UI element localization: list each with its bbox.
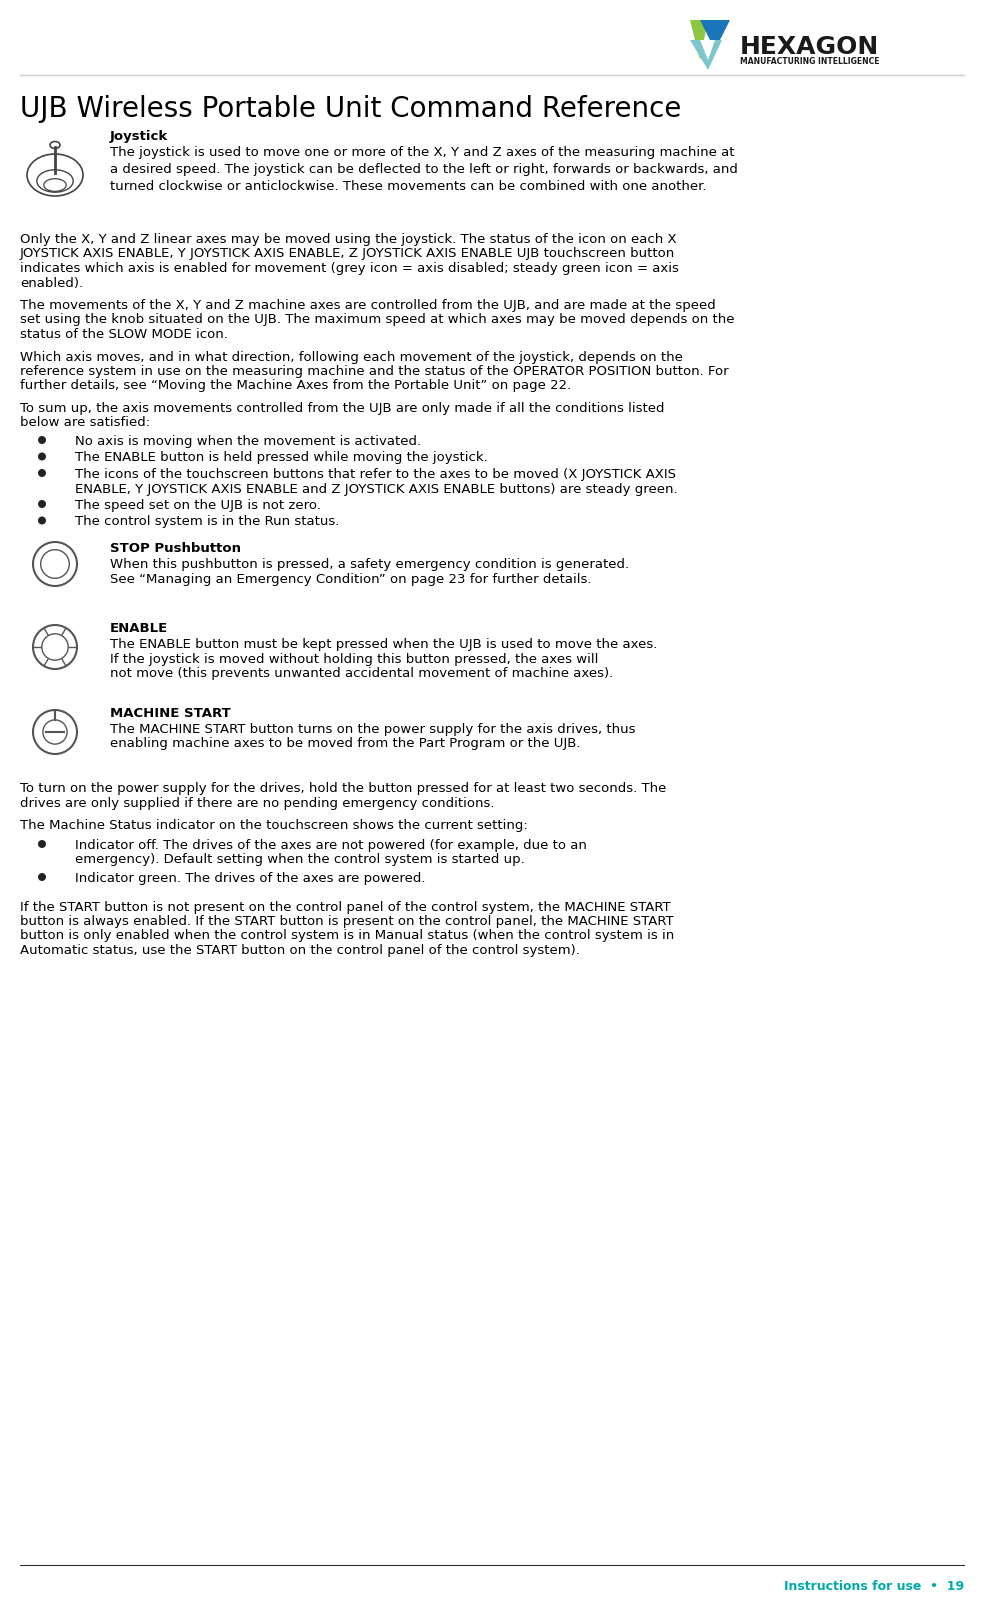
Circle shape [38,500,46,508]
Polygon shape [700,40,715,59]
Text: If the START button is not present on the control panel of the control system, t: If the START button is not present on th… [20,900,671,913]
Text: The ENABLE button is held pressed while moving the joystick.: The ENABLE button is held pressed while … [75,452,488,465]
Text: Automatic status, use the START button on the control panel of the control syste: Automatic status, use the START button o… [20,944,580,956]
Text: ENABLE: ENABLE [110,622,168,634]
Text: Instructions for use  •  19: Instructions for use • 19 [784,1580,964,1592]
Text: Joystick: Joystick [110,130,168,143]
Text: Which axis moves, and in what direction, following each movement of the joystick: Which axis moves, and in what direction,… [20,351,683,364]
Text: HEXAGON: HEXAGON [740,35,880,59]
Text: set using the knob situated on the UJB. The maximum speed at which axes may be m: set using the knob situated on the UJB. … [20,314,734,327]
Circle shape [38,873,46,881]
Polygon shape [690,40,722,70]
Text: Indicator off. The drives of the axes are not powered (for example, due to an: Indicator off. The drives of the axes ar… [75,839,586,852]
Text: drives are only supplied if there are no pending emergency conditions.: drives are only supplied if there are no… [20,796,495,809]
Text: further details, see “Moving the Machine Axes from the Portable Unit” on page 22: further details, see “Moving the Machine… [20,380,572,392]
Text: STOP Pushbutton: STOP Pushbutton [110,541,241,554]
Text: See “Managing an Emergency Condition” on page 23 for further details.: See “Managing an Emergency Condition” on… [110,572,591,585]
Text: MANUFACTURING INTELLIGENCE: MANUFACTURING INTELLIGENCE [740,58,880,66]
Text: Only the X, Y and Z linear axes may be moved using the joystick. The status of t: Only the X, Y and Z linear axes may be m… [20,232,677,247]
Text: reference system in use on the measuring machine and the status of the OPERATOR : reference system in use on the measuring… [20,365,728,378]
Circle shape [38,839,46,847]
Text: JOYSTICK AXIS ENABLE, Y JOYSTICK AXIS ENABLE, Z JOYSTICK AXIS ENABLE UJB touchsc: JOYSTICK AXIS ENABLE, Y JOYSTICK AXIS EN… [20,247,675,261]
Polygon shape [690,19,708,59]
Text: To turn on the power supply for the drives, hold the button pressed for at least: To turn on the power supply for the driv… [20,782,666,795]
Circle shape [38,469,46,477]
Text: The MACHINE START button turns on the power supply for the axis drives, thus: The MACHINE START button turns on the po… [110,723,636,735]
Text: When this pushbutton is pressed, a safety emergency condition is generated.: When this pushbutton is pressed, a safet… [110,557,629,570]
Text: ENABLE, Y JOYSTICK AXIS ENABLE and Z JOYSTICK AXIS ENABLE buttons) are steady gr: ENABLE, Y JOYSTICK AXIS ENABLE and Z JOY… [75,482,678,495]
Text: enabling machine axes to be moved from the Part Program or the UJB.: enabling machine axes to be moved from t… [110,737,581,750]
Text: Indicator green. The drives of the axes are powered.: Indicator green. The drives of the axes … [75,871,425,884]
Text: button is only enabled when the control system is in Manual status (when the con: button is only enabled when the control … [20,929,674,942]
Text: UJB Wireless Portable Unit Command Reference: UJB Wireless Portable Unit Command Refer… [20,95,681,123]
Text: The ENABLE button must be kept pressed when the UJB is used to move the axes.: The ENABLE button must be kept pressed w… [110,638,657,650]
Circle shape [38,436,46,444]
Text: To sum up, the axis movements controlled from the UJB are only made if all the c: To sum up, the axis movements controlled… [20,402,664,415]
Text: The movements of the X, Y and Z machine axes are controlled from the UJB, and ar: The movements of the X, Y and Z machine … [20,300,715,312]
Text: not move (this prevents unwanted accidental movement of machine axes).: not move (this prevents unwanted acciden… [110,666,613,679]
Text: button is always enabled. If the START button is present on the control panel, t: button is always enabled. If the START b… [20,915,674,928]
Text: status of the SLOW MODE icon.: status of the SLOW MODE icon. [20,328,228,341]
Text: indicates which axis is enabled for movement (grey icon = axis disabled; steady : indicates which axis is enabled for move… [20,263,679,276]
Polygon shape [700,19,730,50]
Text: The control system is in the Run status.: The control system is in the Run status. [75,516,339,529]
Text: No axis is moving when the movement is activated.: No axis is moving when the movement is a… [75,436,421,449]
Text: The icons of the touchscreen buttons that refer to the axes to be moved (X JOYST: The icons of the touchscreen buttons tha… [75,468,676,481]
Text: The Machine Status indicator on the touchscreen shows the current setting:: The Machine Status indicator on the touc… [20,819,527,831]
Text: emergency). Default setting when the control system is started up.: emergency). Default setting when the con… [75,854,524,867]
Circle shape [38,516,46,524]
Text: If the joystick is moved without holding this button pressed, the axes will: If the joystick is moved without holding… [110,652,598,665]
Text: below are satisfied:: below are satisfied: [20,417,151,429]
Text: The speed set on the UJB is not zero.: The speed set on the UJB is not zero. [75,498,321,513]
Text: The joystick is used to move one or more of the X, Y and Z axes of the measuring: The joystick is used to move one or more… [110,146,738,192]
Text: enabled).: enabled). [20,277,83,290]
Circle shape [38,452,46,460]
Text: MACHINE START: MACHINE START [110,706,231,719]
